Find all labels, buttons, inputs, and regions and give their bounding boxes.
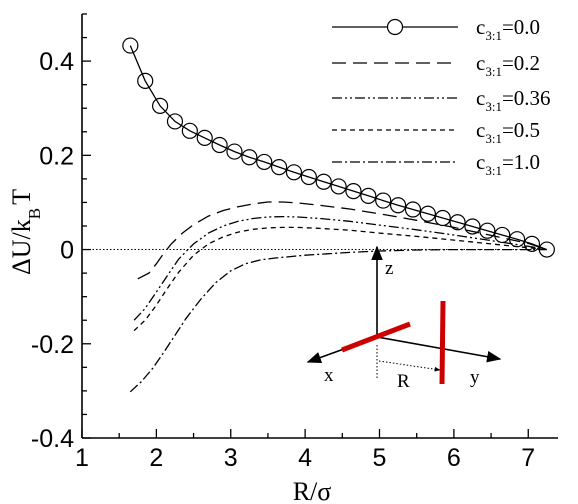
- series-0-marker: [419, 205, 436, 222]
- x-tick-label: 2: [149, 444, 163, 472]
- inset-schematic: z x y R: [306, 245, 502, 392]
- legend-label-sub: 3:1: [485, 163, 502, 178]
- axis-titles: R/σ ΔU/kBT: [7, 189, 331, 504]
- legend-label-3: c3:1=0.5: [476, 118, 540, 146]
- series-line-2: [133, 215, 547, 321]
- series-0-marker: [479, 222, 496, 239]
- y-axis-title-main: ΔU/k: [7, 219, 36, 275]
- legend-label-1: c3:1=0.2: [476, 51, 540, 79]
- legend: c3:1=0.0c3:1=0.2c3:1=0.36c3:1=0.5c3:1=1.…: [332, 15, 551, 178]
- legend-label-main: c: [476, 51, 485, 75]
- series-0-marker: [166, 113, 184, 130]
- inset-rod-2: [439, 300, 446, 385]
- y-tick-label: -0.2: [31, 331, 74, 359]
- inset-distance-arrow: [378, 360, 441, 372]
- y-tick-label: 0.4: [39, 48, 74, 76]
- series-0-marker: [181, 122, 198, 139]
- series-layer: [82, 37, 555, 393]
- series-0-marker: [330, 178, 347, 195]
- legend-label-0: c3:1=0.0: [476, 15, 540, 43]
- inset-rod-1: [341, 321, 411, 353]
- series-0-marker: [211, 136, 228, 154]
- legend-label-main: c: [476, 150, 485, 174]
- x-tick-label: 3: [224, 444, 238, 472]
- series-0-marker: [404, 201, 422, 218]
- series-0-marker: [464, 218, 481, 235]
- series-0-marker: [449, 214, 466, 231]
- y-tick-label: 0: [60, 237, 74, 265]
- series-0-marker: [122, 37, 139, 54]
- y-tick-label: -0.4: [31, 425, 74, 453]
- series-0-marker: [151, 97, 169, 114]
- series-0-marker: [315, 173, 332, 190]
- legend-label-value: =1.0: [502, 150, 540, 174]
- legend-label-value: =0.2: [502, 51, 540, 75]
- series-0-marker: [300, 168, 317, 186]
- series-line-1: [137, 201, 548, 280]
- series-line-3: [133, 226, 547, 332]
- series-0-marker: [434, 209, 451, 227]
- series-0-marker: [241, 149, 258, 166]
- legend-label-main: c: [476, 118, 485, 142]
- legend-label-sub: 3:1: [485, 131, 502, 146]
- series-0-marker: [226, 143, 243, 160]
- y-axis-title-sub: B: [25, 208, 44, 219]
- series-0-marker: [375, 192, 392, 209]
- inset-label-y: y: [470, 367, 480, 388]
- y-axis-title-end: T: [7, 189, 36, 205]
- inset-label-r: R: [397, 371, 410, 392]
- x-tick-label: 5: [373, 444, 387, 472]
- inset-label-x: x: [324, 365, 334, 386]
- legend-label-value: =0.0: [502, 15, 540, 39]
- x-tick-label: 6: [447, 444, 461, 472]
- series-0-marker: [256, 153, 273, 171]
- series-line-4: [129, 248, 547, 393]
- series-0-marker: [345, 183, 362, 200]
- legend-label-main: c: [476, 15, 485, 39]
- y-tick-label: 0.2: [39, 142, 74, 170]
- x-axis-title: R/σ: [293, 477, 332, 504]
- legend-label-main: c: [476, 86, 485, 110]
- legend-label-value: =0.36: [502, 86, 551, 110]
- legend-label-sub: 3:1: [485, 28, 502, 43]
- legend-marker-0: [386, 18, 404, 36]
- legend-label-sub: 3:1: [485, 99, 502, 114]
- legend-label-4: c3:1=1.0: [476, 150, 540, 178]
- series-0-marker: [360, 187, 377, 204]
- legend-label-value: =0.5: [502, 118, 540, 142]
- x-tick-label: 7: [521, 444, 535, 472]
- legend-label-sub: 3:1: [485, 64, 502, 79]
- axes-layer: 1 2 3 4 5 6 7 -0.4 -0.2 0 0.2 0.4: [31, 13, 558, 472]
- series-0-marker: [389, 197, 407, 214]
- y-axis-title: ΔU/kBT: [7, 189, 44, 275]
- series-0-marker: [137, 72, 154, 89]
- inset-label-z: z: [385, 258, 393, 279]
- series-0-marker: [196, 129, 213, 147]
- series-line-0: [129, 45, 548, 251]
- series-0-marker: [285, 164, 303, 181]
- series-0-marker: [270, 159, 288, 176]
- series-0-marker: [494, 226, 511, 244]
- inset-y-axis: [376, 336, 502, 363]
- x-tick-label: 1: [75, 444, 89, 472]
- series-0-marker: [523, 235, 541, 253]
- x-tick-label: 4: [298, 444, 312, 472]
- legend-label-2: c3:1=0.36: [476, 86, 551, 114]
